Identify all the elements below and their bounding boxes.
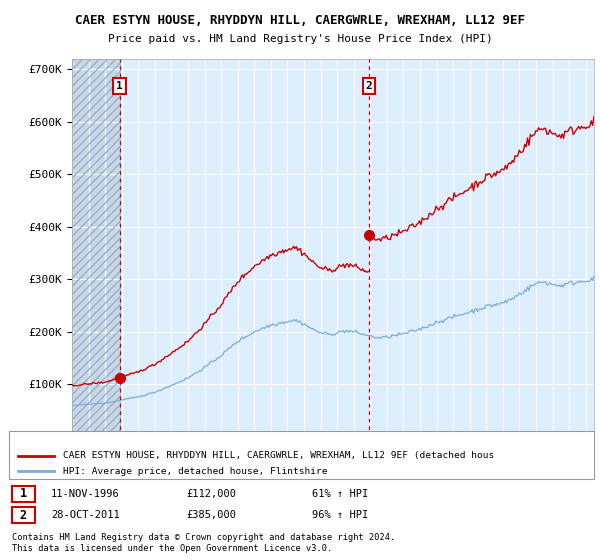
Bar — [72, 59, 119, 437]
Text: 2: 2 — [365, 81, 373, 91]
Text: 1: 1 — [116, 81, 123, 91]
Text: HPI: Average price, detached house, Flintshire: HPI: Average price, detached house, Flin… — [63, 466, 328, 476]
Text: 2: 2 — [20, 508, 27, 522]
Text: CAER ESTYN HOUSE, RHYDDYN HILL, CAERGWRLE, WREXHAM, LL12 9EF: CAER ESTYN HOUSE, RHYDDYN HILL, CAERGWRL… — [75, 14, 525, 27]
Text: Price paid vs. HM Land Registry's House Price Index (HPI): Price paid vs. HM Land Registry's House … — [107, 34, 493, 44]
Text: Contains HM Land Registry data © Crown copyright and database right 2024.: Contains HM Land Registry data © Crown c… — [12, 533, 395, 542]
Text: £385,000: £385,000 — [186, 510, 236, 520]
Text: This data is licensed under the Open Government Licence v3.0.: This data is licensed under the Open Gov… — [12, 544, 332, 553]
Text: CAER ESTYN HOUSE, RHYDDYN HILL, CAERGWRLE, WREXHAM, LL12 9EF (detached hous: CAER ESTYN HOUSE, RHYDDYN HILL, CAERGWRL… — [63, 451, 494, 460]
Text: 28-OCT-2011: 28-OCT-2011 — [51, 510, 120, 520]
Text: 1: 1 — [20, 487, 27, 501]
Text: £112,000: £112,000 — [186, 489, 236, 499]
Text: 96% ↑ HPI: 96% ↑ HPI — [312, 510, 368, 520]
Bar — [72, 59, 119, 437]
Text: 61% ↑ HPI: 61% ↑ HPI — [312, 489, 368, 499]
Text: 11-NOV-1996: 11-NOV-1996 — [51, 489, 120, 499]
